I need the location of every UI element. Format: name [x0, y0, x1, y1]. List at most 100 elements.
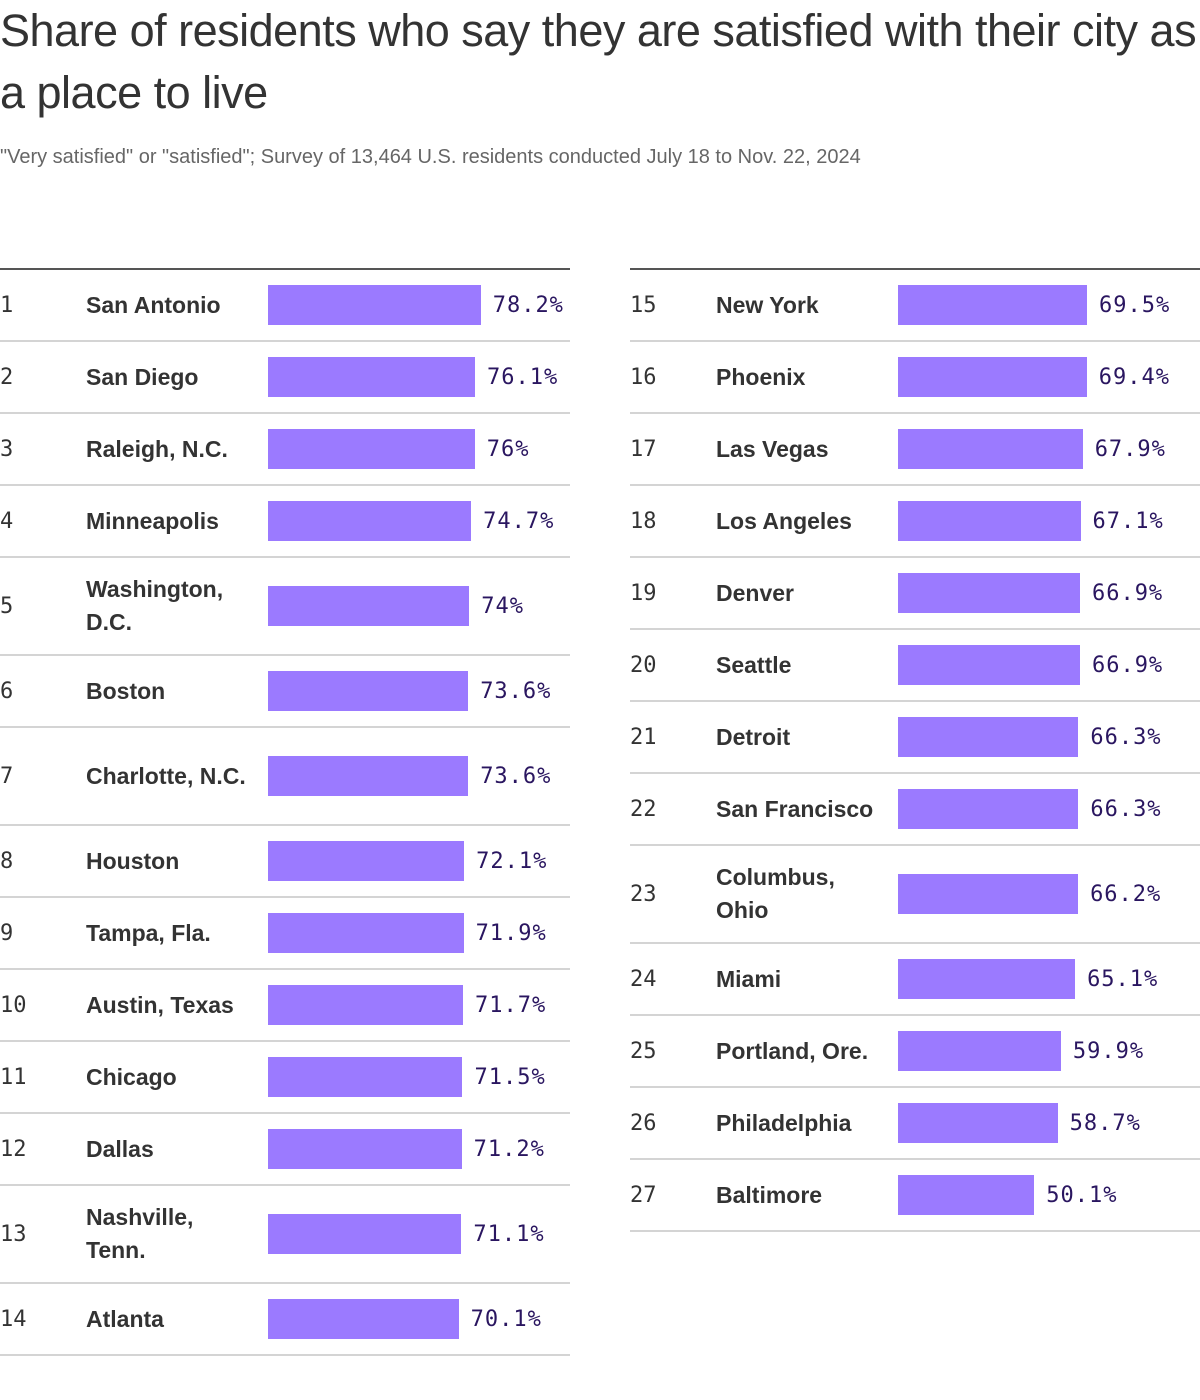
bar-group: 69.4%	[898, 357, 1170, 397]
city-label: Denver	[716, 579, 794, 606]
city-label: Atlanta	[86, 1305, 164, 1332]
bar	[268, 841, 465, 881]
city-label: Chicago	[86, 1063, 177, 1090]
table-row: 9 Tampa, Fla. 71.9%	[0, 898, 570, 970]
city-label: Los Angeles	[716, 507, 852, 534]
value-label: 76%	[486, 436, 530, 462]
rank-label: 26	[630, 1110, 657, 1136]
city-label: Tampa, Fla.	[86, 919, 211, 946]
city-label: Washington, D.C.	[86, 576, 224, 635]
bar-group: 74%	[268, 586, 524, 626]
bar	[268, 985, 464, 1025]
rank-label: 22	[630, 796, 657, 822]
city-label: Las Vegas	[716, 435, 829, 462]
table-row: 7 Charlotte, N.C. 73.6%	[0, 728, 570, 826]
value-label: 58.7%	[1069, 1110, 1141, 1136]
bar-group: 66.3%	[898, 789, 1162, 829]
table-row: 4 Minneapolis 74.7%	[0, 486, 570, 558]
bar-group: 69.5%	[898, 285, 1170, 325]
bar	[898, 501, 1081, 541]
rank-label: 16	[630, 364, 657, 390]
bar	[898, 357, 1087, 397]
rank-label: 23	[630, 881, 657, 907]
city-label: Philadelphia	[716, 1109, 852, 1136]
chart-subtitle: "Very satisfied" or "satisfied"; Survey …	[0, 146, 861, 168]
table-row: 13 Nashville, Tenn. 71.1%	[0, 1186, 570, 1284]
table-row: 20 Seattle 66.9%	[630, 630, 1200, 702]
rank-label: 1	[0, 292, 14, 318]
bar	[268, 357, 475, 397]
bar-group: 66.9%	[898, 573, 1163, 613]
bar	[268, 756, 469, 796]
city-label: Miami	[716, 965, 782, 992]
rank-label: 17	[630, 436, 657, 462]
table-row: 18 Los Angeles 67.1%	[630, 486, 1200, 558]
value-label: 71.1%	[473, 1221, 545, 1247]
value-label: 78.2%	[492, 292, 564, 318]
value-label: 74%	[481, 593, 525, 619]
rank-label: 5	[0, 593, 14, 619]
rank-label: 25	[630, 1038, 657, 1064]
rank-label: 12	[0, 1136, 27, 1162]
rank-label: 2	[0, 364, 14, 390]
bar-group: 66.2%	[898, 874, 1161, 914]
table-row: 26 Philadelphia 58.7%	[630, 1088, 1200, 1160]
table-row: 17 Las Vegas 67.9%	[630, 414, 1200, 486]
table-row: 16 Phoenix 69.4%	[630, 342, 1200, 414]
bar-group: 71.7%	[268, 985, 546, 1025]
value-label: 69.4%	[1098, 364, 1170, 390]
table-row: 22 San Francisco 66.3%	[630, 774, 1200, 846]
table-row: 25 Portland, Ore. 59.9%	[630, 1016, 1200, 1088]
city-label: San Antonio	[86, 291, 221, 318]
value-label: 66.9%	[1091, 652, 1164, 678]
rank-label: 27	[630, 1182, 657, 1208]
rank-label: 4	[0, 508, 14, 534]
city-label: Baltimore	[716, 1181, 823, 1208]
rank-label: 6	[0, 678, 14, 704]
value-label: 67.9%	[1094, 436, 1166, 462]
value-label: 73.6%	[480, 763, 552, 789]
bar-group: 71.5%	[268, 1057, 546, 1097]
city-label: San Diego	[86, 363, 199, 390]
bar	[268, 285, 481, 325]
value-label: 71.2%	[473, 1136, 545, 1162]
rank-label: 24	[630, 966, 657, 992]
rank-label: 3	[0, 436, 14, 462]
table-row: 11 Chicago 71.5%	[0, 1042, 570, 1114]
value-label: 71.9%	[475, 920, 547, 946]
bar	[898, 959, 1076, 999]
table-row: 14 Atlanta 70.1%	[0, 1284, 570, 1356]
city-label: San Francisco	[716, 795, 874, 822]
bar	[268, 501, 472, 541]
rank-label: 14	[0, 1306, 27, 1332]
bar-group: 72.1%	[268, 841, 547, 881]
left-column: 1 San Antonio 78.2% 2 San Diego 76.1% 3 Raleigh…	[0, 268, 570, 1356]
bar-group: 71.2%	[268, 1129, 545, 1169]
value-label: 66.3%	[1090, 796, 1162, 822]
value-label: 59.9%	[1072, 1038, 1145, 1064]
value-label: 71.7%	[475, 992, 547, 1018]
rank-label: 15	[630, 292, 657, 318]
bar-group: 66.9%	[898, 645, 1163, 685]
value-label: 66.9%	[1091, 580, 1164, 606]
rank-label: 21	[630, 724, 657, 750]
rank-label: 19	[630, 580, 657, 606]
bar	[898, 789, 1079, 829]
table-row: 23 Columbus, Ohio 66.2%	[630, 846, 1200, 944]
bar	[268, 1299, 459, 1339]
bar	[898, 573, 1080, 613]
rank-label: 8	[0, 848, 14, 874]
rank-label: 10	[0, 992, 27, 1018]
city-label: Phoenix	[716, 363, 806, 390]
bar	[898, 874, 1079, 914]
city-label: Nashville, Tenn.	[86, 1204, 194, 1263]
table-row: 3 Raleigh, N.C. 76%	[0, 414, 570, 486]
value-label: 65.1%	[1087, 966, 1159, 992]
bar	[268, 1129, 462, 1169]
city-label: New York	[716, 291, 819, 318]
bar	[268, 671, 469, 711]
bar-group: 76.1%	[268, 357, 558, 397]
bar	[268, 429, 475, 469]
rank-label: 7	[0, 763, 14, 789]
bar-group: 73.6%	[268, 671, 551, 711]
